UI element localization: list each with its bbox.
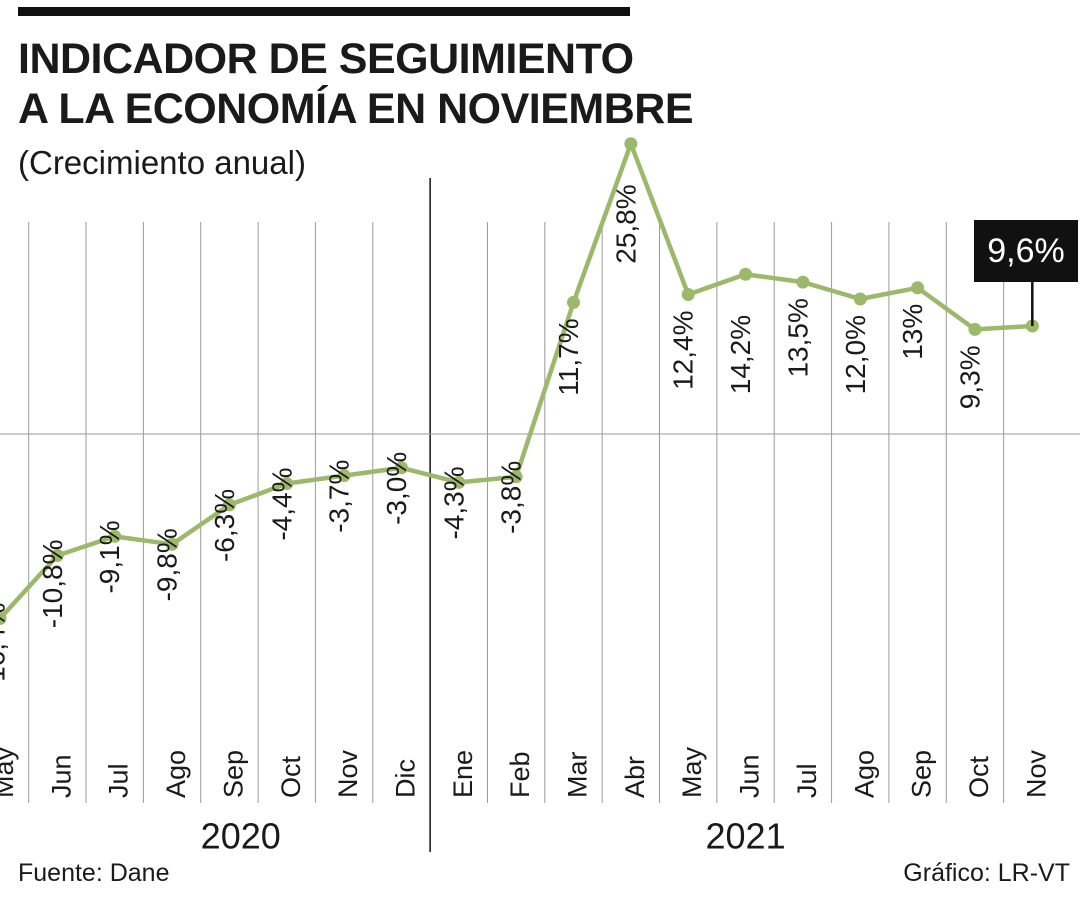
graphic-credit: Gráfico: LR-VT	[903, 859, 1070, 887]
data-label: -3,8%	[496, 461, 527, 534]
data-point	[509, 470, 523, 484]
year-label: 2021	[706, 816, 786, 857]
data-point	[796, 275, 810, 289]
data-label: -4,4%	[266, 468, 297, 541]
data-point	[968, 322, 982, 336]
x-tick-label: Mar	[563, 751, 593, 798]
chart-subtitle: (Crecimiento anual)	[18, 144, 306, 181]
year-label: 2020	[201, 816, 281, 857]
data-label: 25,8%	[610, 184, 641, 263]
x-tick-label: Ene	[448, 750, 478, 798]
data-point	[567, 295, 580, 309]
data-point	[165, 537, 179, 551]
page-title: INDICADOR DE SEGUIMIENTO A LA ECONOMÍA E…	[18, 34, 694, 134]
x-tick-label: Dic	[390, 759, 420, 798]
data-point	[222, 498, 236, 512]
x-tick-label: Nov	[333, 749, 363, 798]
x-tick-label: Ago	[161, 750, 191, 798]
data-point	[394, 461, 408, 475]
data-label: 9,3%	[954, 345, 985, 409]
callout-label: 9,6%	[987, 232, 1065, 270]
data-label: 13%	[897, 304, 928, 360]
x-tick-label: Jul	[792, 763, 822, 798]
data-point	[108, 529, 122, 543]
x-tick-label: Nov	[1021, 749, 1051, 798]
x-tick-label: Abr	[620, 756, 650, 798]
x-tick-label: Oct	[276, 755, 306, 798]
x-tick-label: May	[0, 746, 19, 798]
x-tick-label: May	[677, 746, 707, 798]
source-note: Fuente: Dane	[18, 859, 170, 887]
data-point	[853, 292, 867, 306]
callout-box	[974, 220, 1078, 282]
data-label: 12,0%	[840, 315, 871, 394]
data-label: 12,4%	[668, 311, 699, 390]
data-label: -6,3%	[209, 489, 240, 562]
x-tick-label: Jun	[46, 754, 76, 798]
data-point	[50, 549, 64, 562]
data-point	[280, 477, 294, 490]
data-label: 13,5%	[782, 298, 813, 377]
top-rule	[18, 7, 630, 16]
data-label: -9,8%	[152, 528, 183, 601]
title-line-1: INDICADOR DE SEGUIMIENTO	[18, 35, 634, 83]
x-tick-label: Sep	[218, 750, 248, 798]
data-label: -10,8%	[37, 540, 68, 629]
data-label: -3,0%	[381, 452, 412, 525]
data-point	[452, 475, 466, 489]
data-point	[337, 469, 351, 483]
data-label: -3,7%	[324, 460, 355, 533]
data-point	[0, 612, 7, 625]
x-tick-label: Jun	[735, 754, 765, 798]
data-point	[681, 288, 695, 301]
series-line	[0, 141, 1035, 623]
data-point	[739, 267, 753, 281]
data-label: -9,1%	[94, 520, 125, 593]
data-point	[624, 137, 638, 151]
x-tick-label: Oct	[964, 755, 994, 798]
data-point	[911, 281, 925, 295]
data-label: -4,3%	[438, 466, 469, 539]
x-tick-label: Sep	[907, 750, 937, 798]
x-tick-label: Jul	[104, 763, 134, 798]
data-label: -16,4%	[0, 603, 11, 692]
x-tick-label: Ago	[849, 750, 879, 798]
x-tick-label: Feb	[505, 751, 535, 798]
data-label: 11,7%	[553, 318, 584, 395]
data-label: 14,2%	[725, 315, 756, 394]
title-line-2: A LA ECONOMÍA EN NOVIEMBRE	[18, 85, 694, 133]
